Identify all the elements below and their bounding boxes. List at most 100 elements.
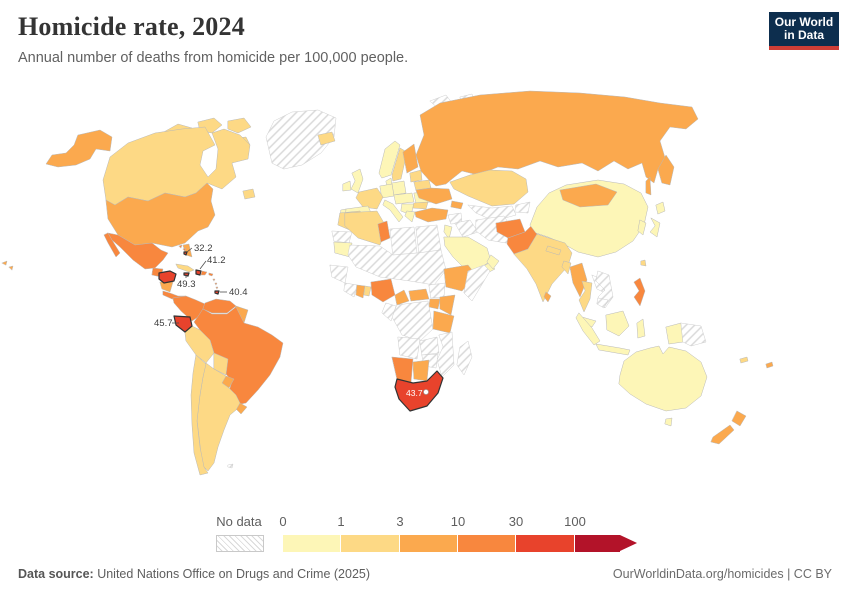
country-papua-new-guinea[interactable] bbox=[680, 322, 707, 347]
country-kyrgyzstan-tajikistan[interactable] bbox=[514, 201, 531, 214]
country-oman[interactable] bbox=[486, 254, 500, 270]
country-puerto-rico[interactable] bbox=[208, 272, 214, 277]
country-nigeria[interactable] bbox=[370, 278, 396, 303]
country-korea[interactable] bbox=[637, 219, 647, 236]
country-nicaragua[interactable] bbox=[159, 281, 174, 293]
country-cameroon[interactable] bbox=[394, 289, 410, 306]
country-iraq[interactable] bbox=[454, 219, 479, 238]
country-japan-hokkaido[interactable] bbox=[655, 201, 666, 215]
country-ecuador[interactable] bbox=[173, 315, 193, 333]
country-canada[interactable] bbox=[102, 126, 251, 206]
country-honduras[interactable] bbox=[158, 270, 177, 284]
country-russia-kamchatka[interactable] bbox=[657, 154, 675, 186]
country-gabon-congo[interactable] bbox=[381, 302, 397, 322]
country-baltics[interactable] bbox=[409, 169, 423, 183]
country-somalia[interactable] bbox=[463, 264, 491, 302]
country-new-zealand-south[interactable] bbox=[710, 424, 735, 445]
country-hawaii[interactable] bbox=[1, 260, 8, 266]
country-thailand[interactable] bbox=[578, 280, 593, 313]
country-bangladesh[interactable] bbox=[561, 260, 572, 275]
country-norway[interactable] bbox=[378, 140, 401, 179]
country-togo-benin[interactable] bbox=[363, 285, 372, 297]
country-drc[interactable] bbox=[391, 300, 434, 342]
country-central-europe[interactable] bbox=[393, 192, 415, 205]
world-choropleth-map[interactable]: 32.2 41.2 49.3 40.4 45.7 43.7 bbox=[0, 85, 850, 505]
country-finland[interactable] bbox=[402, 143, 419, 174]
country-egypt[interactable] bbox=[415, 224, 442, 254]
footer-link[interactable]: OurWorldinData.org/homicides | CC BY bbox=[612, 567, 832, 581]
country-taiwan[interactable] bbox=[640, 259, 647, 267]
country-western-sahara[interactable] bbox=[331, 230, 353, 244]
country-falklands[interactable] bbox=[227, 463, 234, 469]
country-mexico[interactable] bbox=[107, 232, 169, 270]
country-ghana[interactable] bbox=[355, 284, 366, 299]
country-turks-and-caicos[interactable] bbox=[183, 251, 188, 256]
country-lesotho[interactable] bbox=[423, 389, 429, 395]
country-greenland[interactable] bbox=[265, 109, 337, 170]
country-libya[interactable] bbox=[389, 226, 418, 256]
country-mongolia[interactable] bbox=[559, 183, 618, 208]
country-indonesia-sumatra[interactable] bbox=[575, 312, 601, 346]
country-russia[interactable] bbox=[415, 90, 699, 187]
country-caucasus[interactable] bbox=[450, 200, 464, 210]
owid-logo[interactable]: Our World in Data bbox=[769, 12, 839, 50]
country-madagascar[interactable] bbox=[456, 340, 473, 376]
country-kazakhstan[interactable] bbox=[449, 169, 529, 207]
country-botswana[interactable] bbox=[412, 359, 430, 382]
country-tasmania[interactable] bbox=[664, 417, 673, 427]
country-philippines[interactable] bbox=[633, 277, 646, 307]
country-dominican-republic[interactable] bbox=[200, 270, 208, 276]
country-cuba[interactable] bbox=[175, 263, 195, 273]
country-nepal[interactable] bbox=[545, 245, 562, 256]
country-lesser-antilles[interactable] bbox=[212, 278, 216, 282]
country-lesser-antilles[interactable] bbox=[214, 282, 218, 286]
country-fiji[interactable] bbox=[765, 361, 774, 369]
country-france[interactable] bbox=[355, 187, 384, 210]
country-ivory-coast-liberia[interactable] bbox=[343, 282, 358, 298]
country-sri-lanka[interactable] bbox=[543, 291, 552, 303]
country-hawaii[interactable] bbox=[8, 265, 14, 271]
country-cambodia[interactable] bbox=[596, 297, 609, 309]
country-senegal-guinea[interactable] bbox=[329, 264, 349, 284]
country-turkey[interactable] bbox=[414, 207, 449, 223]
country-uk[interactable] bbox=[350, 168, 364, 194]
country-japan-honshu[interactable] bbox=[649, 217, 661, 238]
country-newfoundland[interactable] bbox=[242, 188, 256, 200]
country-zambia[interactable] bbox=[419, 336, 440, 356]
country-new-zealand-north[interactable] bbox=[731, 410, 747, 427]
country-trinidad-and-tobago[interactable] bbox=[214, 290, 220, 295]
country-bahamas[interactable] bbox=[182, 247, 187, 252]
country-algeria[interactable] bbox=[344, 210, 388, 246]
country-mexico-baja[interactable] bbox=[103, 232, 121, 258]
country-iceland[interactable] bbox=[317, 131, 336, 146]
country-uganda[interactable] bbox=[428, 298, 441, 310]
country-myanmar[interactable] bbox=[569, 262, 588, 298]
country-tunisia[interactable] bbox=[377, 220, 391, 243]
country-south-africa[interactable] bbox=[394, 370, 444, 412]
country-mozambique[interactable] bbox=[436, 331, 455, 378]
country-canada-arctic[interactable] bbox=[227, 117, 252, 134]
country-indonesia-borneo[interactable] bbox=[605, 310, 630, 337]
country-greece[interactable] bbox=[404, 210, 416, 223]
country-sahel[interactable] bbox=[347, 244, 447, 286]
country-indonesia-sulawesi[interactable] bbox=[636, 318, 646, 339]
country-russia-sakhalin[interactable] bbox=[645, 176, 652, 196]
country-indonesia-west-papua[interactable] bbox=[665, 322, 684, 345]
country-bahamas[interactable] bbox=[178, 244, 183, 249]
country-poland[interactable] bbox=[391, 180, 407, 196]
country-jamaica[interactable] bbox=[183, 272, 190, 277]
country-new-caledonia[interactable] bbox=[739, 356, 749, 364]
country-italy[interactable] bbox=[382, 199, 404, 223]
country-central-african-republic[interactable] bbox=[408, 288, 430, 302]
country-sweden[interactable] bbox=[391, 147, 408, 182]
country-ukraine[interactable] bbox=[415, 187, 453, 205]
country-alaska[interactable] bbox=[45, 129, 113, 168]
country-ireland[interactable] bbox=[342, 180, 352, 192]
country-chile[interactable] bbox=[190, 354, 209, 476]
country-kenya[interactable] bbox=[439, 294, 456, 316]
country-south-sudan[interactable] bbox=[428, 282, 446, 299]
country-namibia[interactable] bbox=[391, 356, 414, 384]
country-indonesia-java[interactable] bbox=[595, 343, 631, 356]
country-haiti[interactable] bbox=[195, 269, 202, 276]
country-bulgaria[interactable] bbox=[412, 201, 429, 210]
